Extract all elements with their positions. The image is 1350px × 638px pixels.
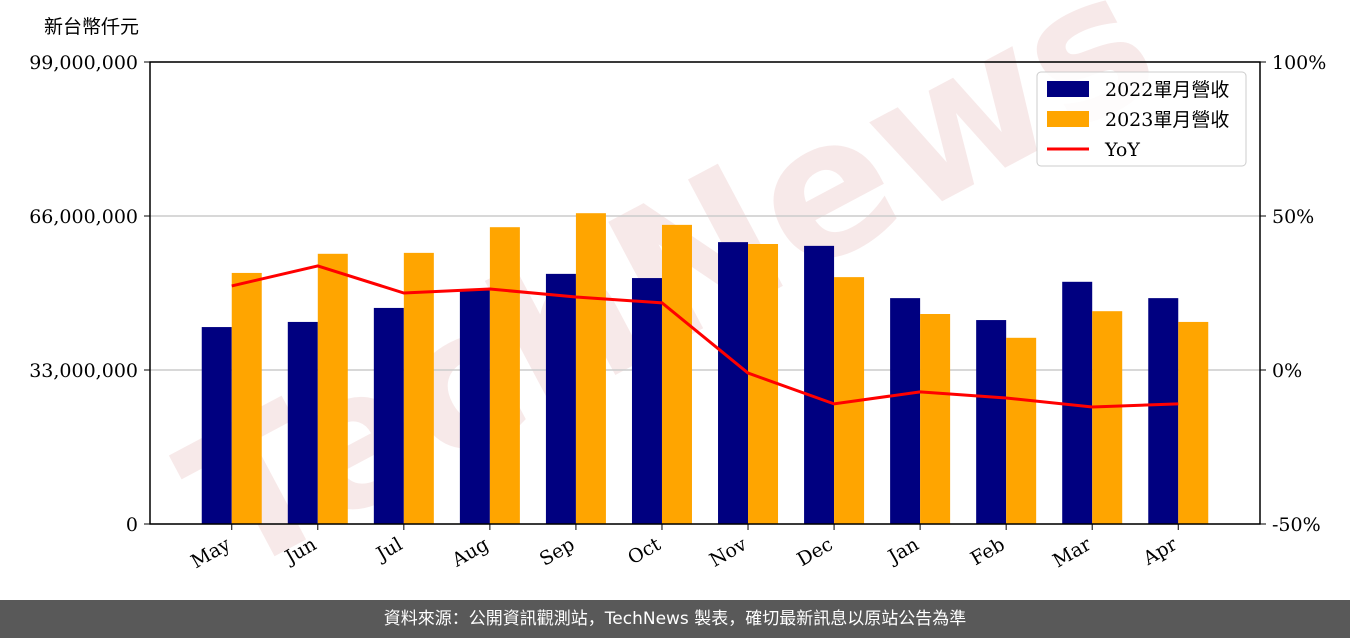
bar bbox=[1148, 298, 1179, 524]
bar bbox=[718, 242, 749, 524]
y-tick-label: 66,000,000 bbox=[29, 206, 138, 228]
bar bbox=[459, 290, 490, 524]
bar bbox=[317, 253, 348, 525]
bar bbox=[890, 298, 921, 524]
x-tick-label: Jan bbox=[883, 533, 923, 569]
bar bbox=[748, 244, 779, 524]
x-tick-label: Oct bbox=[624, 533, 665, 569]
y2-tick-label: 100% bbox=[1272, 52, 1326, 74]
x-tick-label: Dec bbox=[793, 533, 836, 571]
footer: 資料來源：公開資訊觀測站，TechNews 製表，確切最新訊息以原站公告為準 bbox=[0, 600, 1350, 638]
x-tick-label: Mar bbox=[1049, 533, 1095, 572]
bar bbox=[231, 272, 262, 524]
bar bbox=[661, 224, 692, 524]
y-tick-label: 0 bbox=[126, 514, 138, 536]
y2-tick-label: -50% bbox=[1272, 514, 1321, 536]
bar bbox=[976, 320, 1007, 524]
bar bbox=[804, 245, 835, 524]
x-tick-label: Nov bbox=[706, 533, 751, 572]
y-tick-label: 99,000,000 bbox=[29, 52, 138, 74]
x-tick-label: Sep bbox=[536, 533, 579, 570]
legend-swatch bbox=[1047, 81, 1089, 97]
bar bbox=[1092, 311, 1123, 524]
legend-box bbox=[1036, 71, 1247, 167]
bar bbox=[575, 213, 606, 524]
y2-tick-label: 50% bbox=[1272, 206, 1314, 228]
bar bbox=[631, 278, 662, 524]
bar bbox=[1006, 337, 1037, 524]
legend-label: YoY bbox=[1104, 139, 1140, 161]
bar bbox=[489, 227, 520, 524]
bar bbox=[287, 321, 318, 524]
bar bbox=[373, 307, 404, 524]
legend-label: 2023單月營收 bbox=[1105, 109, 1229, 131]
y2-tick-label: 0% bbox=[1272, 360, 1302, 382]
line bbox=[231, 264, 1179, 409]
y-unit-label: 新台幣仟元 bbox=[44, 16, 139, 38]
x-tick-label: Apr bbox=[1139, 533, 1182, 570]
bar bbox=[545, 273, 576, 524]
legend-swatch bbox=[1047, 111, 1089, 127]
plot-frame bbox=[149, 61, 1261, 525]
bar bbox=[403, 252, 434, 524]
bar bbox=[1178, 321, 1209, 524]
y-tick-label: 33,000,000 bbox=[29, 360, 138, 382]
legend-label: 2022單月營收 bbox=[1105, 79, 1229, 101]
x-tick-label: Feb bbox=[967, 533, 1009, 570]
x-tick-label: Aug bbox=[448, 533, 493, 572]
bar bbox=[201, 327, 232, 524]
bar bbox=[920, 314, 951, 524]
chart: 新台幣仟元 TechNews 033,000,00066,000,00099,0… bbox=[29, 0, 1326, 600]
